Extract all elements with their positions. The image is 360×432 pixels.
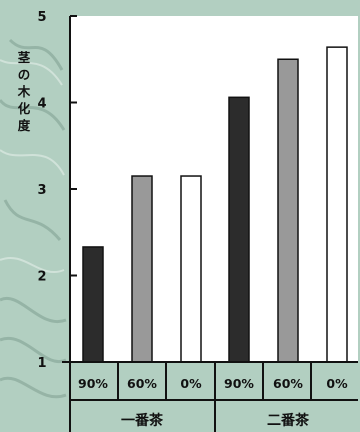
y-tick-label: 5 (37, 10, 46, 25)
y-axis-label-char: 茎 (18, 50, 31, 65)
category-label: 0% (180, 376, 202, 391)
category-label: 90% (78, 376, 108, 391)
y-axis-label-char: の (18, 67, 31, 82)
y-tick-label: 3 (37, 183, 46, 198)
plot-area (70, 16, 358, 362)
category-label: 60% (273, 376, 303, 391)
group-label: 一番茶 (121, 412, 164, 429)
bar-1-60pct (131, 175, 153, 363)
category-label: 90% (224, 376, 254, 391)
group-label: 二番茶 (267, 412, 310, 429)
category-table: 90% 60% 0% 90% 60% 0% 一番茶 二番茶 (70, 362, 358, 432)
bar-1-90pct (82, 246, 104, 363)
bar-2-60pct (277, 58, 299, 363)
y-axis-label-char: 化 (18, 101, 31, 116)
bar-2-0pct (326, 46, 348, 363)
y-tick-label: 2 (37, 270, 46, 285)
bar-2-90pct (228, 96, 250, 363)
y-axis-label-char: 度 (18, 118, 31, 133)
y-tick-label: 1 (37, 356, 46, 371)
category-label: 60% (127, 376, 157, 391)
y-tick-label: 4 (37, 97, 46, 112)
y-axis-label: 茎の木化度 (17, 50, 31, 133)
svg-text:茎の木化度: 茎の木化度 (17, 50, 31, 133)
y-axis-label-char: 木 (17, 84, 31, 99)
bar-1-0pct (180, 175, 202, 363)
category-label: 0% (326, 376, 348, 391)
